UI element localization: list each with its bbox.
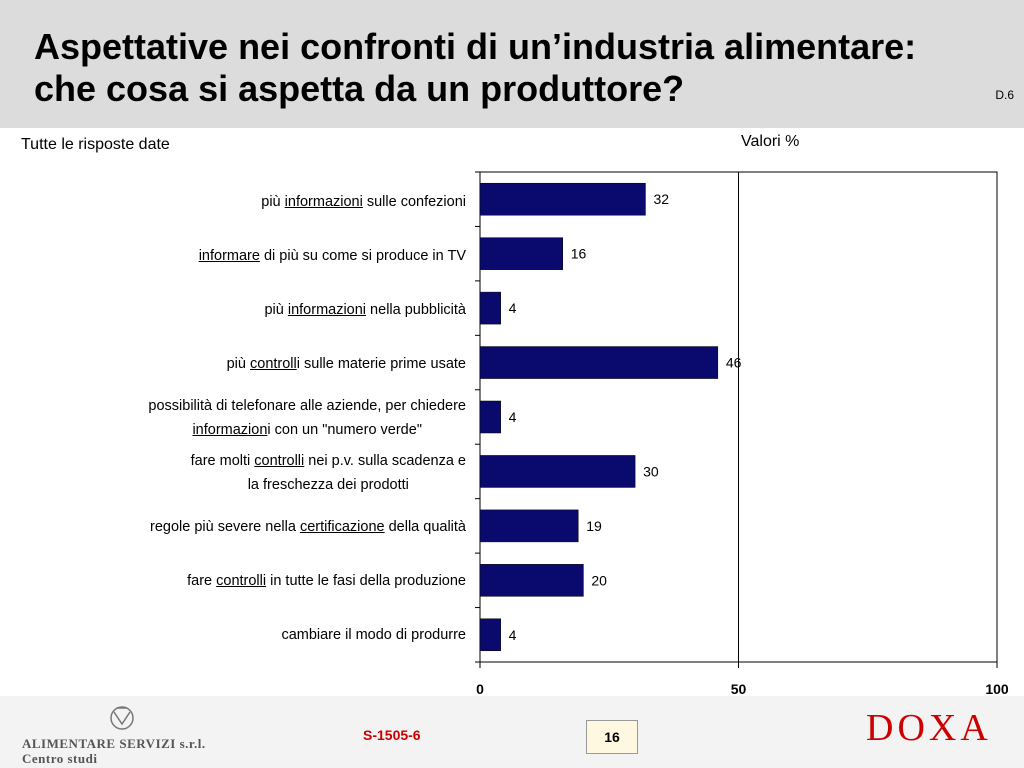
data-label: 4: [509, 300, 517, 316]
data-label: 32: [653, 191, 669, 207]
category-label-6: fare molti controlli nei p.v. sulla scad…: [190, 453, 466, 493]
doxa-logo: DOXA: [866, 707, 992, 749]
data-label: 19: [586, 518, 602, 534]
survey-code: S-1505-6: [363, 727, 421, 743]
page-number: 16: [586, 720, 638, 754]
chart-subtitle: Tutte le risposte date: [21, 136, 170, 153]
x-tick-label: 0: [476, 681, 484, 697]
bar: [479, 618, 501, 652]
category-label-2: informare di più su come si produce in T…: [198, 248, 466, 264]
data-label: 30: [643, 463, 659, 479]
x-tick-label: 50: [731, 681, 747, 697]
category-label-8: fare controlli in tutte le fasi della pr…: [187, 573, 466, 589]
title-line-2: che cosa si aspetta da un produttore?: [34, 68, 685, 109]
x-tick-label: 100: [985, 681, 1009, 697]
bar: [479, 509, 579, 543]
page-title: Aspettative nei confronti di un’industri…: [34, 26, 916, 110]
data-label: 4: [509, 627, 517, 643]
category-label-1: più informazioni sulle confezioni: [261, 194, 466, 210]
bar: [479, 291, 501, 325]
bar: [479, 182, 646, 216]
slide-code: D.6: [995, 88, 1014, 102]
units-label: Valori %: [741, 133, 800, 150]
data-label: 4: [509, 409, 517, 425]
bar: [479, 564, 584, 597]
data-label: 46: [726, 355, 742, 371]
data-label: 16: [571, 246, 587, 262]
header-bar: [0, 0, 1024, 128]
category-label-7: regole più severe nella certificazione d…: [150, 519, 466, 535]
data-label: 20: [591, 572, 607, 588]
category-label-4: più controlli sulle materie prime usate: [226, 356, 466, 372]
title-line-1: Aspettative nei confronti di un’industri…: [34, 26, 917, 67]
company-name: ALIMENTARE SERVIZI s.r.l. Centro studi: [22, 736, 206, 766]
category-label-9: cambiare il modo di produrre: [281, 627, 466, 643]
bar: [479, 346, 719, 379]
category-label-3: più informazioni nella pubblicità: [264, 302, 466, 318]
bar: [479, 455, 636, 488]
footer-bar: [0, 696, 1024, 768]
bar: [479, 400, 501, 434]
bar: [479, 237, 563, 270]
seal-logo: [110, 706, 134, 730]
category-label-5: possibilità di telefonare alle aziende, …: [148, 398, 466, 438]
